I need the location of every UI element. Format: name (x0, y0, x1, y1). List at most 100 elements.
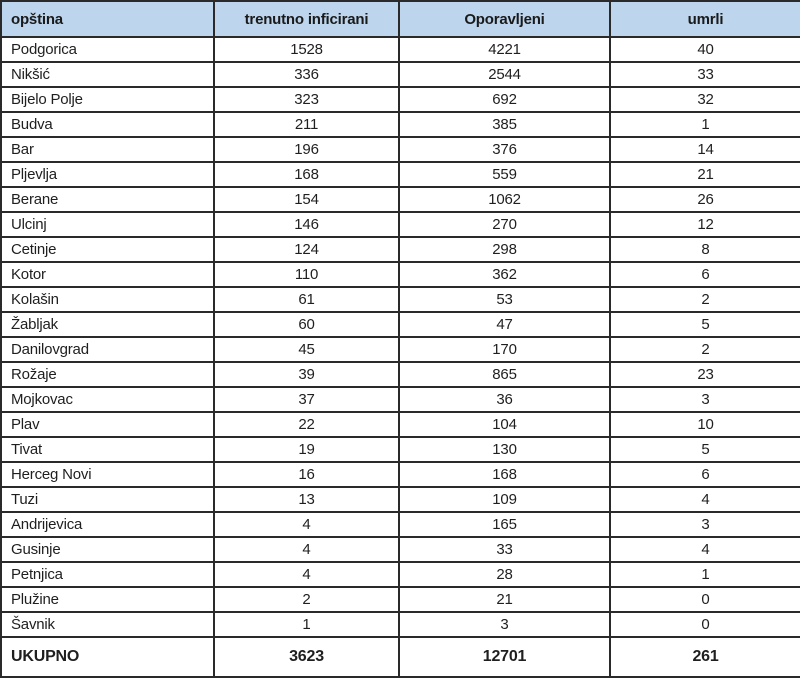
table-row: Bijelo Polje 323 692 32 (0, 86, 800, 113)
currently-infected-cell: 4 (213, 511, 400, 538)
deaths-cell: 0 (609, 611, 800, 638)
table-row: Rožaje 39 865 23 (0, 361, 800, 388)
municipality-name-cell: Podgorica (0, 36, 215, 63)
deaths-cell: 21 (609, 161, 800, 188)
municipality-name-cell: Tivat (0, 436, 215, 463)
deaths-cell: 3 (609, 511, 800, 538)
recovered-cell: 362 (398, 261, 611, 288)
municipality-name-cell: Nikšić (0, 61, 215, 88)
municipality-name-cell: Gusinje (0, 536, 215, 563)
table-row: Nikšić 336 2544 33 (0, 61, 800, 88)
table-row: Tuzi 13 109 4 (0, 486, 800, 513)
table-row: Pljevlja 168 559 21 (0, 161, 800, 188)
deaths-cell: 10 (609, 411, 800, 438)
currently-infected-cell: 323 (213, 86, 400, 113)
municipality-name-cell: Kotor (0, 261, 215, 288)
recovered-cell: 298 (398, 236, 611, 263)
table-row: Kolašin 61 53 2 (0, 286, 800, 313)
total-deaths-cell: 261 (609, 636, 800, 678)
table-body: Podgorica 1528 4221 40 Nikšić 336 2544 33 Bijelo… (0, 36, 800, 638)
table-row: Šavnik 1 3 0 (0, 611, 800, 638)
table-row: Bar 196 376 14 (0, 136, 800, 163)
currently-infected-cell: 22 (213, 411, 400, 438)
deaths-cell: 1 (609, 111, 800, 138)
municipality-name-cell: Rožaje (0, 361, 215, 388)
currently-infected-cell: 336 (213, 61, 400, 88)
currently-infected-cell: 124 (213, 236, 400, 263)
currently-infected-cell: 196 (213, 136, 400, 163)
table-row: Kotor 110 362 6 (0, 261, 800, 288)
deaths-cell: 1 (609, 561, 800, 588)
column-header-opstina: opština (0, 0, 215, 38)
recovered-cell: 270 (398, 211, 611, 238)
deaths-cell: 12 (609, 211, 800, 238)
table-row: Danilovgrad 45 170 2 (0, 336, 800, 363)
municipality-name-cell: Petnjica (0, 561, 215, 588)
municipality-name-cell: Mojkovac (0, 386, 215, 413)
recovered-cell: 53 (398, 286, 611, 313)
currently-infected-cell: 146 (213, 211, 400, 238)
recovered-cell: 385 (398, 111, 611, 138)
deaths-cell: 2 (609, 286, 800, 313)
recovered-cell: 168 (398, 461, 611, 488)
recovered-cell: 170 (398, 336, 611, 363)
currently-infected-cell: 4 (213, 536, 400, 563)
deaths-cell: 8 (609, 236, 800, 263)
total-label-cell: UKUPNO (0, 636, 215, 678)
column-header-trenutno-inficirani: trenutno inficirani (213, 0, 400, 38)
total-currently-infected-cell: 3623 (213, 636, 400, 678)
recovered-cell: 1062 (398, 186, 611, 213)
recovered-cell: 33 (398, 536, 611, 563)
table-row: Ulcinj 146 270 12 (0, 211, 800, 238)
deaths-cell: 5 (609, 311, 800, 338)
table-row: Budva 211 385 1 (0, 111, 800, 138)
table-row: Herceg Novi 16 168 6 (0, 461, 800, 488)
municipality-name-cell: Bijelo Polje (0, 86, 215, 113)
deaths-cell: 2 (609, 336, 800, 363)
table-row: Tivat 19 130 5 (0, 436, 800, 463)
currently-infected-cell: 211 (213, 111, 400, 138)
municipality-name-cell: Berane (0, 186, 215, 213)
table-row: Andrijevica 4 165 3 (0, 511, 800, 538)
table-row: Plav 22 104 10 (0, 411, 800, 438)
currently-infected-cell: 19 (213, 436, 400, 463)
currently-infected-cell: 1 (213, 611, 400, 638)
municipality-name-cell: Plav (0, 411, 215, 438)
deaths-cell: 33 (609, 61, 800, 88)
recovered-cell: 4221 (398, 36, 611, 63)
currently-infected-cell: 37 (213, 386, 400, 413)
municipality-name-cell: Tuzi (0, 486, 215, 513)
currently-infected-cell: 4 (213, 561, 400, 588)
table-row: Plužine 2 21 0 (0, 586, 800, 613)
currently-infected-cell: 2 (213, 586, 400, 613)
deaths-cell: 3 (609, 386, 800, 413)
table-footer: UKUPNO 3623 12701 261 (0, 636, 800, 678)
municipality-name-cell: Cetinje (0, 236, 215, 263)
recovered-cell: 109 (398, 486, 611, 513)
currently-infected-cell: 60 (213, 311, 400, 338)
currently-infected-cell: 110 (213, 261, 400, 288)
currently-infected-cell: 1528 (213, 36, 400, 63)
recovered-cell: 36 (398, 386, 611, 413)
municipality-name-cell: Danilovgrad (0, 336, 215, 363)
table-row: Gusinje 4 33 4 (0, 536, 800, 563)
table-header: opština trenutno inficirani Oporavljeni … (0, 0, 800, 38)
recovered-cell: 28 (398, 561, 611, 588)
deaths-cell: 23 (609, 361, 800, 388)
table-row: Mojkovac 37 36 3 (0, 386, 800, 413)
total-recovered-cell: 12701 (398, 636, 611, 678)
municipality-name-cell: Šavnik (0, 611, 215, 638)
municipality-name-cell: Žabljak (0, 311, 215, 338)
municipality-name-cell: Herceg Novi (0, 461, 215, 488)
deaths-cell: 6 (609, 261, 800, 288)
municipality-name-cell: Plužine (0, 586, 215, 613)
currently-infected-cell: 45 (213, 336, 400, 363)
deaths-cell: 4 (609, 486, 800, 513)
municipality-name-cell: Bar (0, 136, 215, 163)
deaths-cell: 0 (609, 586, 800, 613)
deaths-cell: 14 (609, 136, 800, 163)
table-row: Žabljak 60 47 5 (0, 311, 800, 338)
recovered-cell: 130 (398, 436, 611, 463)
column-header-umrli: umrli (609, 0, 800, 38)
